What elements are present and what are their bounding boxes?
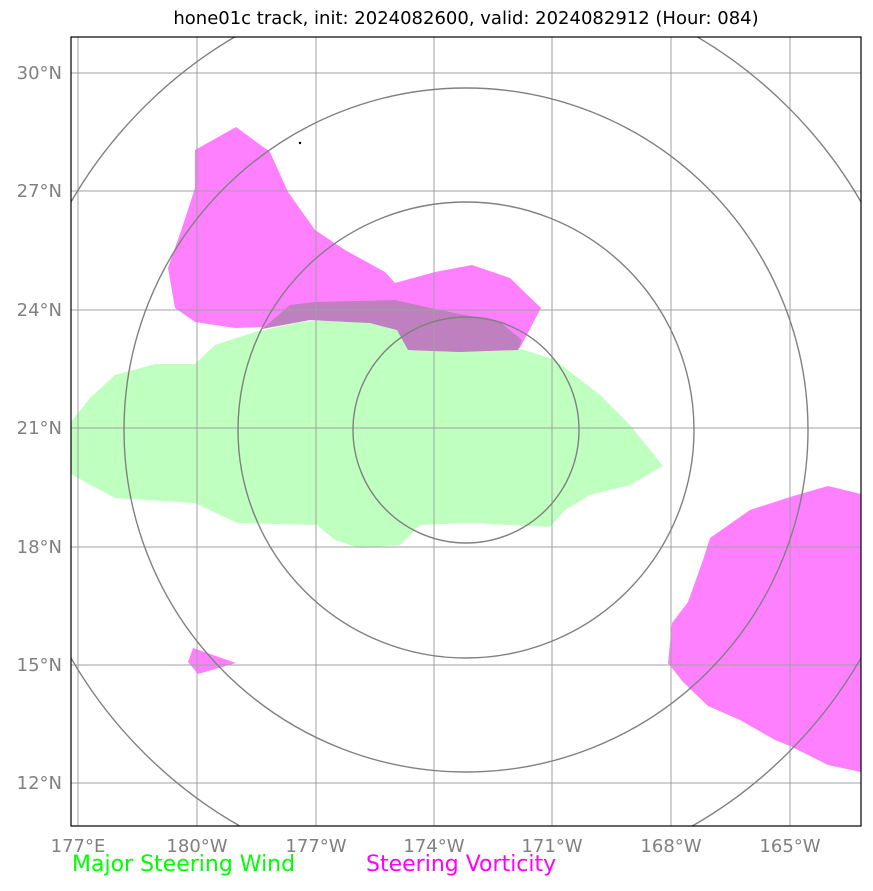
lat-label: 21°N (17, 418, 62, 439)
lat-label: 27°N (17, 181, 62, 202)
ring-2 (237, 201, 695, 659)
steering-vorticity-small (188, 648, 236, 674)
lat-label: 18°N (17, 537, 62, 558)
ring-3 (123, 87, 809, 773)
lat-axis: 30°N 27°N 24°N 21°N 18°N 15°N 12°N (17, 63, 62, 794)
lat-label: 30°N (17, 63, 62, 84)
lon-label: 174°W (403, 836, 464, 857)
lon-label: 171°W (521, 836, 582, 857)
plot-frame (70, 36, 862, 827)
lon-axis: 177°E 180°W 177°W 174°W 171°W 168°W 165°… (51, 836, 821, 857)
lat-label: 12°N (17, 773, 62, 794)
graticule (71, 37, 861, 826)
lon-label: 168°W (640, 836, 701, 857)
lon-label: 165°W (759, 836, 820, 857)
legend-steering-vorticity: Steering Vorticity (366, 852, 557, 877)
steering-wind-region (71, 318, 663, 548)
ring-1 (352, 316, 580, 544)
map-title: hone01c track, init: 2024082600, valid: … (173, 8, 759, 29)
lat-label: 24°N (17, 300, 62, 321)
steering-vorticity-east (668, 486, 861, 772)
track-point (298, 141, 302, 145)
lat-label: 15°N (17, 655, 62, 676)
overlap-region (262, 300, 522, 352)
distance-rings (71, 37, 861, 826)
lon-label: 180°W (166, 836, 227, 857)
steering-vorticity-region (168, 127, 541, 352)
lon-label: 177°W (285, 836, 346, 857)
lon-label: 177°E (51, 836, 106, 857)
legend-major-steering-wind: Major Steering Wind (72, 852, 296, 877)
